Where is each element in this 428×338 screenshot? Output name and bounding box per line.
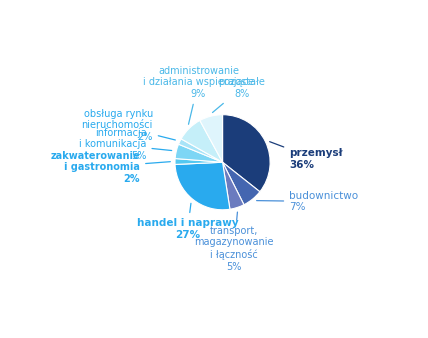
- Text: obsługa rynku
nieruchomości
2%: obsługa rynku nieruchomości 2%: [81, 109, 175, 142]
- Wedge shape: [175, 162, 230, 210]
- Text: zakwaterowanie
i gastronomia
2%: zakwaterowanie i gastronomia 2%: [51, 151, 170, 184]
- Wedge shape: [223, 162, 260, 205]
- Wedge shape: [175, 159, 223, 165]
- Wedge shape: [178, 139, 223, 162]
- Wedge shape: [175, 144, 223, 162]
- Text: administrowanie
i działania wspierające
9%: administrowanie i działania wspierające …: [143, 66, 254, 124]
- Text: przemysł
36%: przemysł 36%: [270, 142, 343, 170]
- Wedge shape: [181, 120, 223, 162]
- Wedge shape: [223, 115, 270, 192]
- Text: handel i naprawy
27%: handel i naprawy 27%: [137, 203, 238, 240]
- Wedge shape: [200, 115, 223, 162]
- Text: budownictwo
7%: budownictwo 7%: [257, 191, 358, 212]
- Text: transport,
magazynowanie
i łączność
5%: transport, magazynowanie i łączność 5%: [194, 212, 274, 272]
- Text: pozostałe
8%: pozostałe 8%: [212, 77, 265, 113]
- Wedge shape: [223, 162, 244, 209]
- Text: informacja
i komunikacja
5%: informacja i komunikacja 5%: [79, 128, 172, 161]
